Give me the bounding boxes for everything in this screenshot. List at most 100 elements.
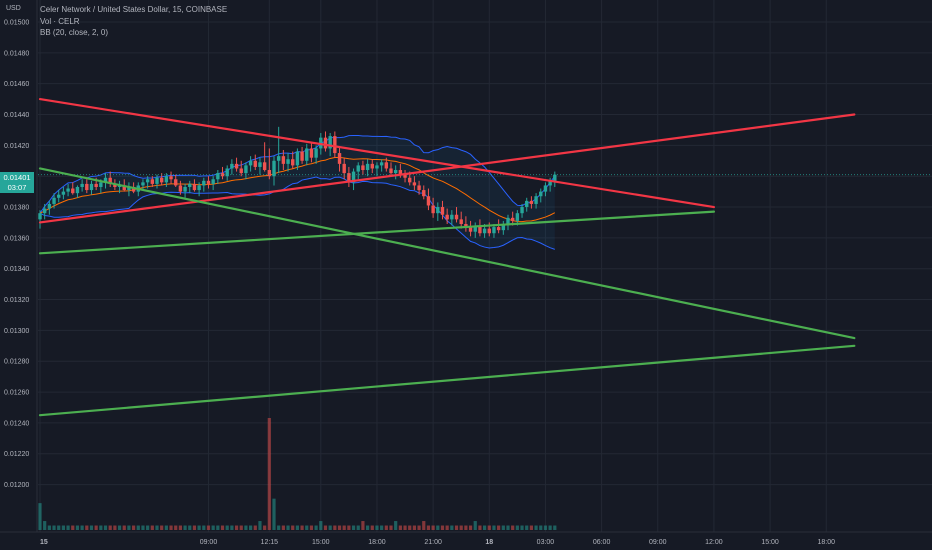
chart-grid [38,0,932,532]
volume-bar [281,525,285,530]
candle-body [178,185,183,192]
y-tick-label: 0.01220 [4,451,29,458]
volume-bar [361,521,365,530]
volume-bar [239,525,243,530]
x-tick-label: 15:00 [312,539,330,546]
candle-body [239,168,243,174]
volume-bar [277,525,281,530]
candle-body [291,159,295,166]
candle-body [361,165,365,171]
volume-bar [43,521,47,530]
volume-bar [520,525,524,530]
candle-body [337,153,342,164]
candle-body [543,185,548,192]
volume-bar [412,525,416,530]
volume-bar [132,525,136,530]
volume-bar [253,525,257,530]
volume-bar [150,525,154,530]
candle-body [38,213,42,220]
volume-bar [188,525,192,530]
candle-body [431,205,435,214]
x-tick-label: 12:15 [261,539,279,546]
volume-bar [529,525,533,530]
x-tick-label: 15 [40,539,48,546]
candle-body [164,176,169,183]
candle-body [281,156,286,164]
volume-bar [422,521,426,530]
bb-fill [40,135,555,250]
volume-bar [506,525,510,530]
candle-body [351,171,356,183]
volume-bar [492,525,496,530]
candle-body [155,177,159,184]
candle-body [333,136,337,154]
volume-bar [454,525,459,530]
volume-bar [89,525,94,530]
candle-body [403,174,407,178]
candle-body [80,183,84,187]
x-tick-label: 09:00 [200,539,218,546]
bb-lower-line [39,176,555,250]
volume-bar [272,498,276,530]
candle-body [75,186,80,194]
candle-body [300,151,304,161]
volume-bar [553,525,557,530]
candle-body [487,228,491,234]
candle-body [183,186,187,192]
candle-body [347,173,351,183]
volume-bar [417,525,421,530]
green-trendline [38,167,856,340]
volume-bar [403,525,407,530]
volume-bar [155,525,159,530]
volume-bar [80,525,84,530]
price-unit-label: USD [6,5,21,12]
candle-body [539,191,543,197]
volume-bar [263,525,267,530]
volume-bar [295,525,299,530]
candle-body [375,165,379,169]
candle-body [108,177,112,184]
volume-bar [127,525,131,530]
volume-bar [366,525,370,530]
candle-body [66,188,70,192]
candle-body [454,214,459,220]
x-tick-label: 18:00 [368,539,386,546]
volume-bar [445,525,449,530]
chart-legend: Celer Network / United States Dollar, 15… [40,4,227,39]
volume-bar [75,525,80,530]
candle-body [529,200,534,204]
volume-bar [197,525,201,530]
volume-bar [525,525,529,530]
last-price-value: 0.01401 [3,173,31,182]
volume-bar [117,525,122,530]
volume-bar [515,525,519,530]
candle-body [417,185,421,191]
volume-bar [380,525,384,530]
candle-body [276,156,281,161]
volume-bar [230,525,234,530]
candle-body [295,151,300,166]
volume-bar [347,525,351,530]
candle-body [520,207,524,214]
y-tick-label: 0.01440 [4,112,29,119]
candle-body [122,185,126,191]
volume-bar [291,525,295,530]
candle-body [309,148,314,158]
volume-bar [534,525,538,530]
y-tick-label: 0.01300 [4,328,29,335]
candle-body [436,207,440,214]
candle-body [379,162,384,166]
volume-bar [52,525,56,530]
candle-body [473,225,477,232]
candle-body [225,168,229,177]
volume-bar [220,525,225,530]
candle-body [393,170,398,174]
candle-body [422,190,426,197]
volume-bar [478,525,482,530]
x-tick-label: 18:00 [817,539,835,546]
volume-bar [487,525,491,530]
candle-body [534,196,538,204]
candle-body [103,177,108,183]
